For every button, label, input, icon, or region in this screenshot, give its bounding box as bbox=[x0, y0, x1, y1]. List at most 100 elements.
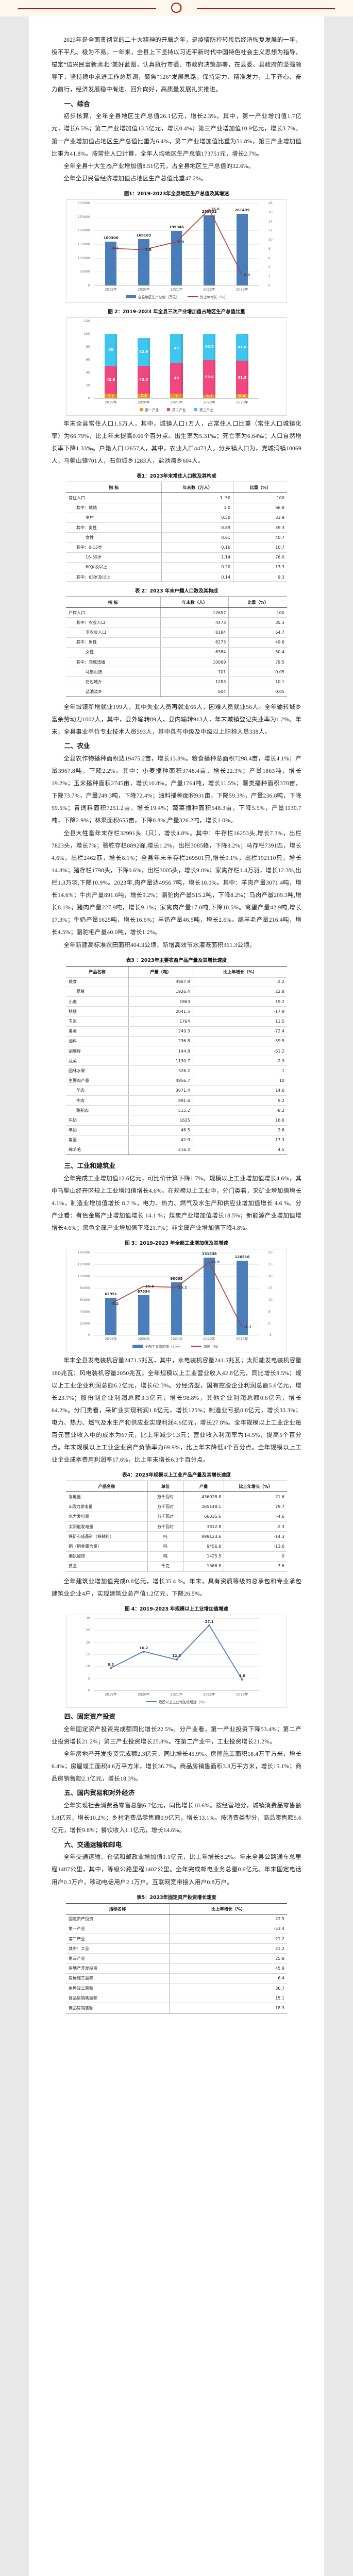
table-row: 第二产业 21.2 bbox=[66, 1934, 287, 1944]
intro-paragraph: 2023年是全面贯彻党的二十大精神的开局之年，是疫情防控转段后经济恢复发展的一年… bbox=[52, 37, 301, 93]
table-row: 其中：65岁及以上 0.14 9.3 bbox=[66, 572, 287, 583]
section-heading-transport-post: 六、交通运输和邮电 bbox=[64, 1840, 122, 1849]
table-cell-label: 羊奶 bbox=[66, 1125, 129, 1136]
table-cell-label: 第一产业 bbox=[66, 1924, 170, 1935]
table-row: 其中：工业 21.2 bbox=[66, 1943, 287, 1954]
table-column-header: 比上年增长（%） bbox=[224, 1481, 287, 1493]
table-cell-label: #风力发电量 bbox=[66, 1502, 148, 1512]
table-cell-value: 891.6 bbox=[128, 1095, 193, 1106]
table-cell-label: 水力发电量 bbox=[66, 1512, 148, 1522]
table-cell-value: 29.7 bbox=[224, 1502, 287, 1512]
table-row: 薯类 249.3 -72.4 bbox=[66, 1026, 287, 1037]
stack-slot: 41.8 51.8 6.4 bbox=[226, 321, 259, 398]
table-cell-value: 10069 bbox=[160, 657, 229, 668]
stack-segment: 48 bbox=[170, 363, 183, 394]
y-axis-tick: 25 bbox=[86, 1628, 90, 1633]
legend-label: 全部工业增加值（万元） bbox=[145, 1345, 183, 1349]
table-row: 粮食 3967.8 -2.2 bbox=[66, 977, 287, 987]
stack-segment: 6.4 bbox=[236, 394, 249, 398]
stack-segment: 42.9 bbox=[137, 337, 150, 366]
table-cell-label: 户籍人口 bbox=[66, 607, 161, 618]
table-4-title: 表4：2023年规模以上工业产品产量及其增长速度 bbox=[122, 1472, 231, 1479]
y-axis-tick-left: 250000 bbox=[77, 214, 90, 219]
y-axis-tick-right: 14 bbox=[268, 219, 273, 224]
table-cell-value: 8184 bbox=[160, 628, 229, 638]
table-cell-value: 10 bbox=[192, 1076, 287, 1086]
legend-item: 全部工业增加值（万元） bbox=[132, 1344, 183, 1349]
section-heading-fixed-asset-investment: 四、固定资产投资 bbox=[64, 1713, 115, 1721]
bar-slot: 67534 bbox=[127, 1252, 160, 1335]
legend-label: 增速（%） bbox=[203, 1345, 221, 1349]
table-row: 其中：城镇 1.0 66.8 bbox=[66, 503, 287, 513]
y-axis-tick-left: 50000 bbox=[79, 269, 90, 274]
table-cell-value: 14.6 bbox=[192, 1086, 287, 1096]
y-axis-tick: 0 bbox=[88, 1688, 90, 1693]
bar-value-label: 131538 bbox=[201, 1252, 217, 1257]
table-cell-value: 21.2 bbox=[169, 1943, 287, 1954]
x-axis-tick: 2023年 bbox=[236, 287, 248, 292]
table-column-header: 指 标 bbox=[66, 597, 161, 608]
x-axis-tick: 2021年 bbox=[170, 1337, 183, 1342]
table-cell-value: 15.1 bbox=[169, 1993, 287, 2004]
table-cell-unit: 万千瓦时 bbox=[147, 1492, 183, 1502]
stacked-bar: 42.9 43.5 7.3 bbox=[137, 337, 150, 399]
legend-label: 全县地区生产总值（万元） bbox=[138, 295, 180, 299]
table-column-header: 指 标 bbox=[66, 482, 162, 494]
table-cell-value: 22.8 bbox=[192, 987, 287, 997]
stack-segment: 43.5 bbox=[137, 365, 150, 394]
stacked-bar: 40.7 53.6 5.7 bbox=[203, 334, 216, 398]
table-column-header: 比上年增长（%） bbox=[192, 965, 287, 977]
table-row: 石包城乡 1283 10.1 bbox=[66, 676, 287, 687]
table-cell-value: 326.2 bbox=[128, 1065, 193, 1076]
table-cell-label: 房屋施工面积 bbox=[66, 1973, 170, 1984]
table-row: 绵羊毛 216.4 4.5 bbox=[66, 1145, 287, 1156]
paragraph-employment: 全年城镇新增就业199人，其中失业人员再就业66人，困难人员就业56人。全年输转… bbox=[52, 703, 301, 736]
table-cell-label: 粮食 bbox=[66, 977, 129, 987]
bar-slot: 261495 bbox=[226, 203, 259, 285]
table-row: 水力发电量 万千瓦时 66035.6 -4.6 bbox=[66, 1512, 287, 1522]
table-cell-label: 乡村 bbox=[66, 513, 162, 523]
legend-label: 第三产业 bbox=[199, 408, 213, 412]
table-cell-value: 59.3 bbox=[233, 522, 287, 533]
line-point-label: 15.6 bbox=[145, 1284, 154, 1289]
table-column-header: 指标名称 bbox=[66, 1903, 170, 1914]
table-cell-label: 其中：男性 bbox=[66, 637, 161, 648]
table-cell-label: 胡麻籽 bbox=[66, 1046, 129, 1057]
table-cell-value: 899123.6 bbox=[183, 1531, 224, 1542]
table-row: 其中：0-15岁 0.16 10.7 bbox=[66, 542, 287, 553]
table-cell-label: 骆驼肉 bbox=[66, 1105, 129, 1116]
bar bbox=[204, 215, 215, 285]
y-axis-tick-left: 150000 bbox=[77, 242, 90, 246]
table-cell-value: 604 bbox=[160, 687, 229, 697]
table-row: 房屋竣工面积 36.7 bbox=[66, 1983, 287, 1994]
y-axis-tick-left: 0 bbox=[88, 283, 90, 287]
table-cell-value: 6384 bbox=[160, 647, 229, 658]
table-row: 秋粮 2041.5 -17.9 bbox=[66, 1006, 287, 1017]
table-cell-value: 4473 bbox=[160, 617, 229, 628]
table-cell-value: 66035.6 bbox=[183, 1512, 224, 1522]
header-rule-right bbox=[197, 8, 335, 9]
table-agri-products: 产品名称 产量（吨） 比上年增长（%） 粮食 3967.8 -2.2 夏粮 1926.4 22.… bbox=[66, 965, 287, 1156]
table-row: 主要肉产量 4956.7 10 bbox=[66, 1076, 287, 1086]
bar-value-label: 255632 bbox=[201, 209, 217, 214]
y-axis-tick-left: 0 bbox=[88, 1333, 90, 1337]
line-marker bbox=[175, 1658, 178, 1661]
table-row: 16-59岁 1.14 76.0 bbox=[66, 552, 287, 563]
paragraph-transport: 全年交通运输、仓储和邮政业增加值1.1亿元，比上年增长8.2%。年末全县公路通车… bbox=[52, 1854, 301, 1886]
table-row: 固定资产投资 22.5 bbox=[66, 1914, 287, 1924]
paragraph-realestate: 全年房地产开发投资完成额2.3亿元，同比增长45.9%。房屋施工面积18.4万平… bbox=[52, 1751, 301, 1783]
table-cell-label: 其中：65岁及以上 bbox=[66, 572, 162, 583]
x-axis-tick: 2019年 bbox=[105, 400, 117, 404]
table-cell-label: 盐池湾乡 bbox=[66, 687, 161, 697]
table-cell-label: 铜（铜金属含量） bbox=[66, 1541, 148, 1552]
bar-slot: 199346 bbox=[160, 203, 193, 285]
table-cell-label: 主要肉产量 bbox=[66, 1076, 129, 1086]
paragraph-investment: 全年固定资产投资完成额同比增长22.5%。分产业看，第一产业投资下降53.4%；… bbox=[52, 1725, 301, 1745]
x-axis-tick: 2022年 bbox=[203, 1337, 215, 1342]
figure-4-chart: 0 5 10 15 20 25 30 9.3 16.2 12.8 27.1 4.6 2019年 2020… bbox=[66, 1615, 287, 1708]
legend-swatch-icon bbox=[140, 408, 143, 411]
table-cell-value: -53.4 bbox=[169, 1924, 287, 1935]
table-cell-value: 216.4 bbox=[128, 1145, 193, 1156]
y-axis-tick: 15 bbox=[86, 1652, 90, 1657]
bar-value-label: 261495 bbox=[234, 208, 250, 212]
